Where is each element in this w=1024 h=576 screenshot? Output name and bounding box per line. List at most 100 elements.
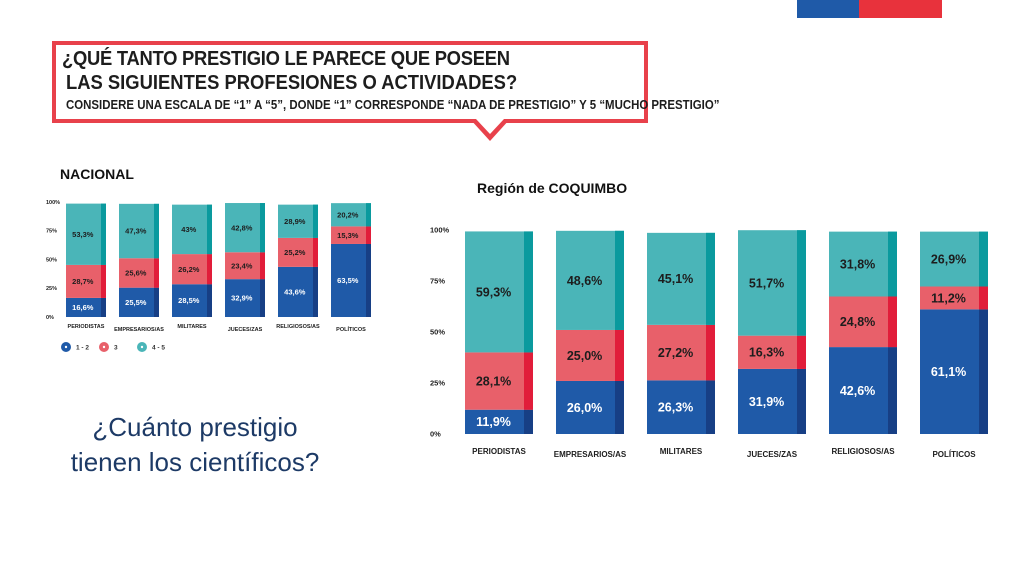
nacional-bar-militares-3 <box>172 254 212 285</box>
region-data-label: 61,1% <box>931 365 966 379</box>
region-bar-jueces-zas-3 <box>738 335 806 369</box>
nacional-data-label: 25,5% <box>125 298 147 307</box>
region-data-label: 31,9% <box>749 395 784 409</box>
region-data-label: 42,6% <box>840 384 875 398</box>
nacional-bar-periodistas-3 <box>66 264 106 298</box>
region-category-label: RELIGIOSOS/AS <box>831 447 895 456</box>
nacional-category-label: POLÍTICOS <box>336 325 366 333</box>
region-data-label: 16,3% <box>749 346 784 360</box>
nacional-bar-politicos-1-2 <box>331 243 371 317</box>
nacional-bar-empresarios-as-3 <box>119 258 159 288</box>
nacional-bar-religiosos-as-3 <box>278 237 318 267</box>
region-category-label: POLÍTICOS <box>932 450 976 459</box>
nacional-bar-edge <box>101 264 106 298</box>
nacional-label: NACIONAL <box>60 166 134 182</box>
region-bar-edge <box>615 380 624 434</box>
nacional-legend-dot <box>140 345 144 349</box>
region-bar-edge <box>797 335 806 369</box>
region-bar-politicos-1-2 <box>920 309 988 434</box>
question-line-1: ¿QUÉ TANTO PRESTIGIO LE PARECE QUE POSEE… <box>62 48 510 70</box>
nacional-data-label: 25,2% <box>284 248 306 257</box>
region-data-label: 26,3% <box>658 401 693 415</box>
nacional-bar-edge <box>101 203 106 265</box>
flag-red-stripe <box>859 0 942 18</box>
nacional-data-label: 28,9% <box>284 217 306 226</box>
nacional-bar-politicos-3 <box>331 226 371 244</box>
region-bar-periodistas-1-2 <box>465 409 533 434</box>
region-ytick-label: 100% <box>430 226 450 235</box>
question-line-2: LAS SIGUIENTES PROFESIONES O ACTIVIDADES… <box>66 72 518 94</box>
nacional-bar-edge <box>101 297 106 317</box>
region-bar-edge <box>888 347 897 434</box>
nacional-ytick-label: 25% <box>46 286 57 292</box>
region-bar-jueces-zas-4-5 <box>738 230 806 336</box>
nacional-chart: 0% 25% 50% 75% 100% 16,6% 28,7% 53,3% PERIODISTA… <box>46 200 371 352</box>
region-data-label: 26,0% <box>567 401 602 415</box>
nacional-legend-dot <box>102 345 106 349</box>
region-bar-empresarios-as-4-5 <box>556 230 624 330</box>
nacional-bar-edge <box>366 226 371 244</box>
region-bar-edge <box>888 296 897 348</box>
region-ytick-label: 25% <box>430 379 445 388</box>
region-bar-edge <box>706 232 715 325</box>
nacional-data-label: 28,7% <box>72 277 94 286</box>
nacional-bar-edge <box>207 254 212 285</box>
nacional-legend-entry: 3 <box>114 345 118 352</box>
region-bar-edge <box>706 324 715 381</box>
region-bar-edge <box>524 352 533 410</box>
region-bar-edge <box>797 368 806 434</box>
region-bar-edge <box>615 329 624 381</box>
region-bar-religiosos-as-3 <box>829 296 897 348</box>
nacional-data-label: 47,3% <box>125 227 147 236</box>
region-bar-edge <box>979 231 988 287</box>
region-ytick-label: 50% <box>430 328 445 337</box>
nacional-bar-politicos-4-5 <box>331 203 371 227</box>
nacional-bar-empresarios-as-4-5 <box>119 203 159 259</box>
nacional-data-label: 43% <box>181 225 196 234</box>
nacional-legend-entry: 4 - 5 <box>152 345 165 352</box>
region-bar-periodistas-3 <box>465 352 533 410</box>
nacional-data-label: 53,3% <box>72 230 94 239</box>
nacional-data-label: 32,9% <box>231 294 253 303</box>
region-data-label: 45,1% <box>658 272 693 286</box>
nacional-legend-entry: 1 - 2 <box>76 345 89 352</box>
nacional-ytick-label: 100% <box>46 200 60 206</box>
region-category-label: JUECES/ZAS <box>747 450 798 459</box>
nacional-bar-periodistas-4-5 <box>66 203 106 265</box>
region-bar-edge <box>524 231 533 353</box>
region-category-label: MILITARES <box>660 447 703 456</box>
region-chart: 0% 25% 50% 75% 100% 11,9% 28,1% 59,3% PERIODISTA… <box>430 226 988 459</box>
nacional-data-label: 63,5% <box>337 276 359 285</box>
region-data-label: 24,8% <box>840 315 875 329</box>
region-bar-edge <box>524 409 533 434</box>
nacional-ytick-label: 0% <box>46 315 54 321</box>
region-ytick-label: 0% <box>430 430 441 439</box>
nacional-bar-edge <box>366 203 371 227</box>
nacional-bar-edge <box>313 237 318 267</box>
nacional-bar-edge <box>154 258 159 288</box>
region-bar-empresarios-as-1-2 <box>556 380 624 434</box>
nacional-bar-religiosos-as-1-2 <box>278 266 318 317</box>
region-bar-periodistas-4-5 <box>465 231 533 353</box>
region-ytick-label: 75% <box>430 277 445 286</box>
flag-blue-stripe <box>797 0 859 18</box>
nacional-data-label: 15,3% <box>337 231 359 240</box>
nacional-category-label: MILITARES <box>177 324 207 330</box>
question-bubble <box>52 41 648 123</box>
nacional-data-label: 20,2% <box>337 210 359 219</box>
nacional-bar-jueces-zas-4-5 <box>225 203 265 253</box>
region-data-label: 27,2% <box>658 346 693 360</box>
nacional-bar-edge <box>207 284 212 317</box>
region-category-label: EMPRESARIOS/AS <box>554 450 627 459</box>
region-bar-edge <box>706 380 715 434</box>
nacional-data-label: 16,6% <box>72 303 94 312</box>
nacional-bar-edge <box>260 203 265 253</box>
nacional-category-label: PERIODISTAS <box>68 324 105 330</box>
nacional-bar-periodistas-1-2 <box>66 297 106 317</box>
nacional-bar-edge <box>154 287 159 317</box>
nacional-data-label: 28,5% <box>178 296 200 305</box>
nacional-bar-edge <box>154 203 159 259</box>
nacional-bar-edge <box>313 204 318 238</box>
region-bar-empresarios-as-3 <box>556 329 624 381</box>
nacional-ytick-label: 75% <box>46 229 57 235</box>
